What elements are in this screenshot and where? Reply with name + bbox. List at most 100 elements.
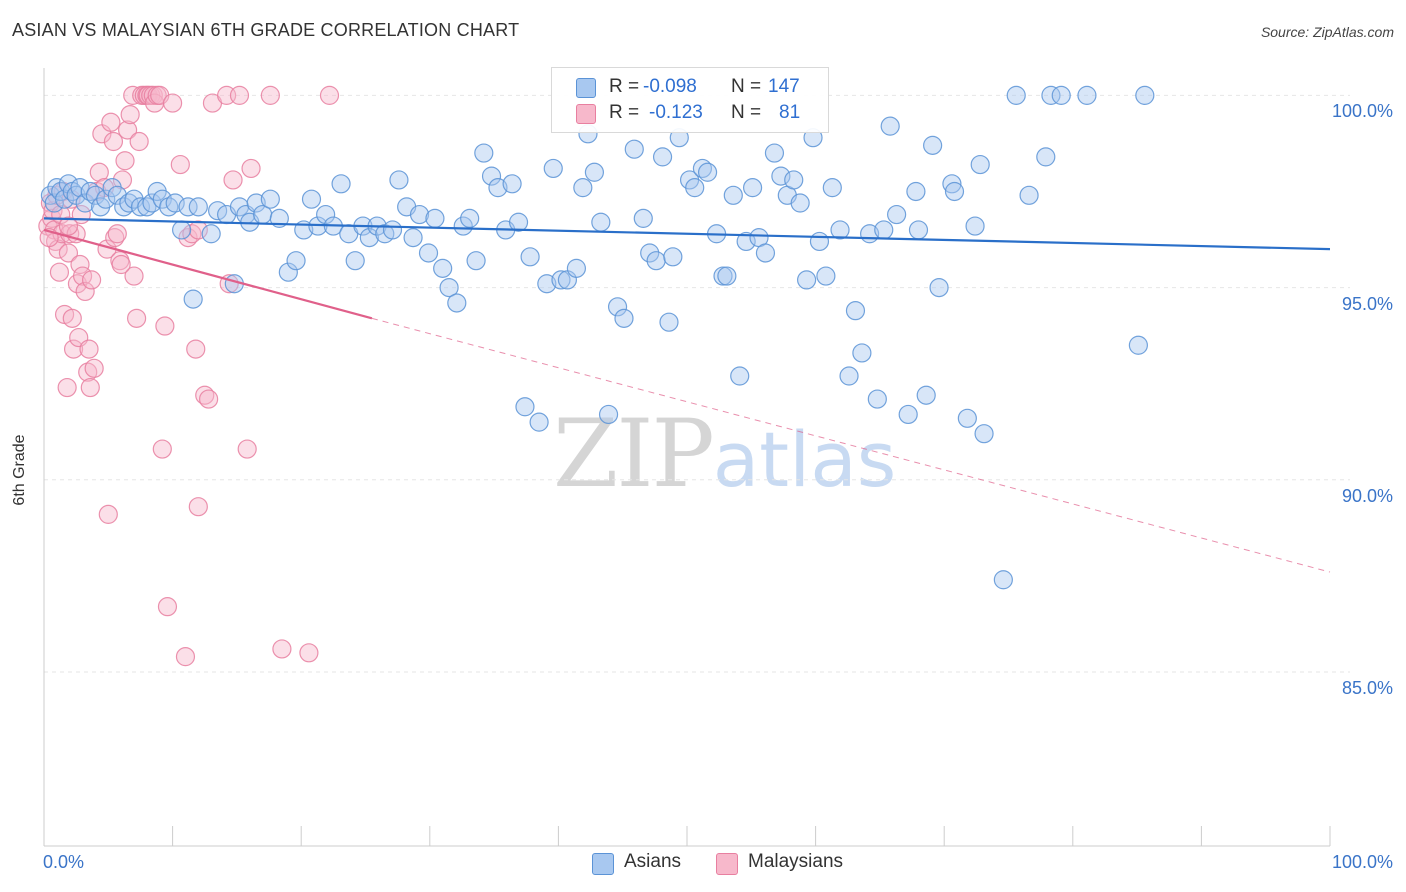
legend-r-value: -0.123 [649, 102, 703, 123]
malaysian-point [112, 170, 133, 190]
asian-point [790, 193, 810, 213]
asian-point [316, 204, 336, 225]
asian-point [508, 212, 529, 232]
asian-point [481, 166, 502, 186]
asian-point [607, 297, 628, 317]
asian-point [822, 178, 842, 198]
series-legend: Asians Malaysians [0, 851, 1406, 877]
asian-point [692, 158, 713, 179]
asians-swatch [576, 78, 596, 98]
malaysian-point [195, 385, 215, 405]
asian-point [515, 397, 535, 417]
asian-point [433, 258, 453, 278]
asian-point [403, 228, 423, 248]
asian-point [425, 208, 445, 228]
legend-n-value: 147 [768, 76, 800, 97]
malaysian-point [80, 377, 100, 398]
asian-point [47, 178, 67, 198]
asian-point [830, 220, 850, 240]
stats-legend: R = -0.098 N = 147 R = -0.123 N = 81 [551, 67, 829, 133]
chart-title: ASIAN VS MALAYSIAN 6TH GRADE CORRELATION… [12, 20, 520, 40]
malaysian-point [319, 85, 340, 105]
asian-point [44, 193, 64, 213]
asian-point [70, 178, 90, 198]
asians-legend-label: Asians [624, 851, 682, 872]
asian-point [382, 220, 403, 240]
asian-point [965, 216, 985, 236]
asian-point [418, 243, 439, 263]
asian-point [80, 181, 100, 202]
malaysian-point [272, 639, 292, 659]
asian-point [624, 139, 644, 159]
asians-trend-line [43, 217, 1331, 251]
malaysian-point [188, 497, 208, 517]
asian-point [809, 231, 830, 252]
asian-point [730, 366, 750, 386]
watermark-atlas: atlas [712, 415, 897, 504]
asian-point [598, 404, 619, 425]
asian-point [944, 181, 965, 202]
asian-point [301, 189, 322, 209]
asian-point [929, 277, 949, 298]
malaysian-point [299, 643, 319, 663]
malaysian-point [120, 104, 140, 125]
asian-point [697, 162, 718, 182]
asian-point [591, 212, 611, 232]
asian-point [764, 143, 785, 163]
malaysian-point [126, 308, 147, 328]
asian-point [178, 197, 198, 217]
asian-point [717, 266, 737, 286]
asian-point [633, 208, 653, 228]
malaysian-point [124, 266, 144, 286]
asian-point [1135, 85, 1155, 105]
asian-point [908, 220, 929, 240]
asian-point [201, 224, 221, 244]
malaysian-point [223, 170, 243, 190]
asian-point [906, 181, 926, 202]
asian-point [85, 185, 106, 205]
asian-point [723, 185, 743, 205]
malaysian-point [79, 339, 99, 359]
asian-point [172, 220, 192, 240]
malaysian-point [98, 504, 118, 524]
malaysian-point [115, 151, 135, 171]
asian-point [1051, 85, 1071, 105]
asian-point [466, 251, 486, 271]
asian-point [659, 312, 679, 332]
asian-point [652, 147, 673, 167]
malaysians-legend-label: Malaysians [748, 851, 844, 872]
asian-point [409, 204, 430, 225]
malaysian-point [49, 262, 70, 282]
asian-point [345, 251, 365, 271]
malaysian-point [58, 216, 79, 236]
trend-lines [43, 217, 1331, 573]
asian-point [543, 158, 563, 179]
asian-point [286, 251, 306, 271]
asian-point [573, 178, 593, 198]
y-tick-label: 90.0% [1341, 485, 1393, 506]
malaysian-point [63, 339, 84, 359]
asian-point [1019, 185, 1039, 205]
malaysian-point [62, 308, 82, 328]
asian-point [246, 193, 266, 213]
legend-n-value: 81 [779, 102, 801, 123]
malaysians-legend-swatch [716, 853, 738, 875]
asian-point [867, 389, 887, 409]
asian-point [130, 197, 151, 217]
asian-point [970, 154, 990, 175]
asian-point [957, 408, 977, 428]
asian-point [942, 174, 962, 194]
legend-n-label: N = [731, 102, 762, 123]
asian-point [874, 220, 894, 240]
asian-point [640, 243, 660, 263]
axes [43, 68, 1331, 847]
asian-point [488, 178, 508, 198]
malaysian-point [117, 120, 138, 140]
asian-point [816, 266, 836, 286]
asian-point [1041, 85, 1061, 105]
malaysian-point [155, 316, 175, 336]
malaysian-point [70, 254, 90, 275]
asian-point [137, 197, 157, 217]
watermark-zip: ZIP [553, 400, 715, 509]
malaysian-point [103, 131, 124, 152]
